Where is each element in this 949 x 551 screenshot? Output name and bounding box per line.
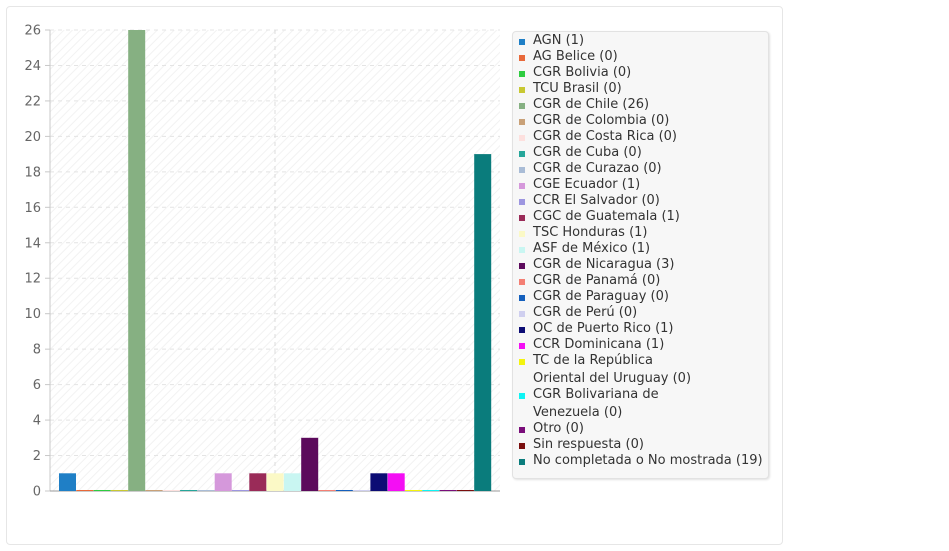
bar[interactable] <box>318 490 336 491</box>
legend-swatch <box>519 359 525 365</box>
legend-label: OC de Puerto Rico (1) <box>533 321 674 336</box>
bar[interactable] <box>387 473 405 491</box>
bar[interactable] <box>249 473 267 491</box>
bar[interactable] <box>422 490 440 491</box>
legend-swatch <box>519 167 525 173</box>
legend-swatch <box>519 215 525 221</box>
y-tick-label: 8 <box>33 343 41 358</box>
y-tick-label: 6 <box>33 378 41 393</box>
bar[interactable] <box>353 490 371 491</box>
y-tick-label: 26 <box>24 24 41 39</box>
legend-label: CGR de Chile (26) <box>533 97 650 112</box>
bar[interactable] <box>456 490 474 491</box>
legend-swatch <box>519 55 525 61</box>
y-tick-label: 16 <box>24 201 41 216</box>
plot-background <box>50 30 500 491</box>
bar[interactable] <box>335 490 353 491</box>
legend-swatch <box>519 279 525 285</box>
bar[interactable] <box>197 490 215 491</box>
legend-swatch <box>519 427 525 433</box>
legend-label: CGR de Cuba (0) <box>533 145 642 160</box>
legend-label: TCU Brasil (0) <box>533 81 622 96</box>
legend-swatch <box>519 327 525 333</box>
bars <box>59 30 492 491</box>
legend-label: CCR Dominicana (1) <box>533 337 665 352</box>
legend-label: TSC Honduras (1) <box>533 225 648 240</box>
legend-label: Oriental del Uruguay (0) <box>533 371 692 386</box>
bar[interactable] <box>266 473 284 491</box>
bar[interactable] <box>180 490 198 491</box>
legend-label: CCR El Salvador (0) <box>533 193 660 208</box>
legend-swatch <box>519 247 525 253</box>
legend-swatch <box>519 393 525 399</box>
y-tick-label: 24 <box>24 59 41 74</box>
legend-label: TC de la República <box>533 353 654 368</box>
legend-label: CGR de Nicaragua (3) <box>533 257 675 272</box>
legend-label: CGR de Panamá (0) <box>533 273 661 288</box>
legend-label: CGR de Costa Rica (0) <box>533 129 678 144</box>
bar[interactable] <box>59 473 76 491</box>
legend-label: AGN (1) <box>533 33 585 48</box>
bar[interactable] <box>214 473 232 491</box>
y-tick-label: 0 <box>33 485 41 500</box>
legend-swatch <box>519 311 525 317</box>
bar[interactable] <box>474 154 492 491</box>
legend-label: CGR de Curazao (0) <box>533 161 662 176</box>
legend-swatch <box>519 151 525 157</box>
legend-label: No completada o No mostrada (19) <box>533 453 763 468</box>
y-tick-label: 20 <box>24 130 41 145</box>
legend-swatch <box>519 103 525 109</box>
legend-swatch <box>519 459 525 465</box>
y-tick-label: 4 <box>33 414 41 429</box>
bar[interactable] <box>439 490 457 491</box>
bar[interactable] <box>232 490 249 491</box>
legend-label: CGR de Perú (0) <box>533 305 638 320</box>
legend-swatch <box>519 119 525 125</box>
y-tick-label: 18 <box>24 165 41 180</box>
legend-label: CGE Ecuador (1) <box>533 177 641 192</box>
legend-swatch <box>519 39 525 45</box>
y-tick-label: 10 <box>24 307 41 322</box>
bar[interactable] <box>76 490 94 491</box>
legend-label: Sin respuesta (0) <box>533 437 644 452</box>
legend-label: CGR de Paraguay (0) <box>533 289 669 304</box>
bar[interactable] <box>405 490 422 491</box>
y-tick-label: 12 <box>24 272 41 287</box>
legend-swatch <box>519 183 525 189</box>
legend-label: Venezuela (0) <box>533 405 623 420</box>
legend-label: ASF de México (1) <box>533 241 651 256</box>
legend-label: Otro (0) <box>533 421 584 436</box>
legend-swatch <box>519 199 525 205</box>
legend-swatch <box>519 263 525 269</box>
legend-swatch <box>519 135 525 141</box>
legend-label: CGC de Guatemala (1) <box>533 209 680 224</box>
legend-label: CGR Bolivariana de <box>533 387 659 402</box>
y-tick-label: 14 <box>24 236 41 251</box>
bar[interactable] <box>283 473 301 491</box>
legend-swatch <box>519 71 525 77</box>
y-tick-label: 22 <box>24 94 41 109</box>
legend-label: AG Belice (0) <box>533 49 618 64</box>
bar[interactable] <box>301 437 319 491</box>
bar[interactable] <box>370 473 388 491</box>
bar[interactable] <box>145 490 163 491</box>
legend-swatch <box>519 443 525 449</box>
bar[interactable] <box>128 30 146 491</box>
bar[interactable] <box>93 490 111 491</box>
legend-swatch <box>519 295 525 301</box>
bar[interactable] <box>110 490 128 491</box>
legend-label: CGR de Colombia (0) <box>533 113 670 128</box>
y-tick-label: 2 <box>33 449 41 464</box>
bar[interactable] <box>162 490 180 491</box>
legend-swatch <box>519 231 525 237</box>
legend-label: CGR Bolivia (0) <box>533 65 632 80</box>
legend-swatch <box>519 87 525 93</box>
legend-swatch <box>519 343 525 349</box>
legend: AGN (1) AG Belice (0) CGR Bolivia (0) TCU B… <box>512 31 769 479</box>
